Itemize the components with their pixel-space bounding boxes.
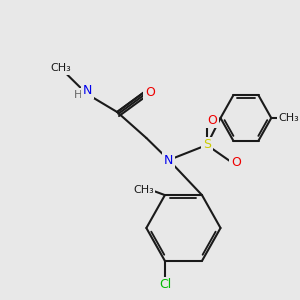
Text: O: O xyxy=(207,113,217,127)
Text: CH₃: CH₃ xyxy=(50,63,71,73)
Text: H: H xyxy=(74,90,82,100)
Text: N: N xyxy=(83,85,92,98)
Text: Cl: Cl xyxy=(159,278,171,291)
Text: CH₃: CH₃ xyxy=(278,113,299,123)
Text: N: N xyxy=(164,154,173,166)
Text: O: O xyxy=(231,155,241,169)
Text: O: O xyxy=(145,85,155,98)
Text: CH₃: CH₃ xyxy=(133,185,154,195)
Text: S: S xyxy=(203,139,211,152)
